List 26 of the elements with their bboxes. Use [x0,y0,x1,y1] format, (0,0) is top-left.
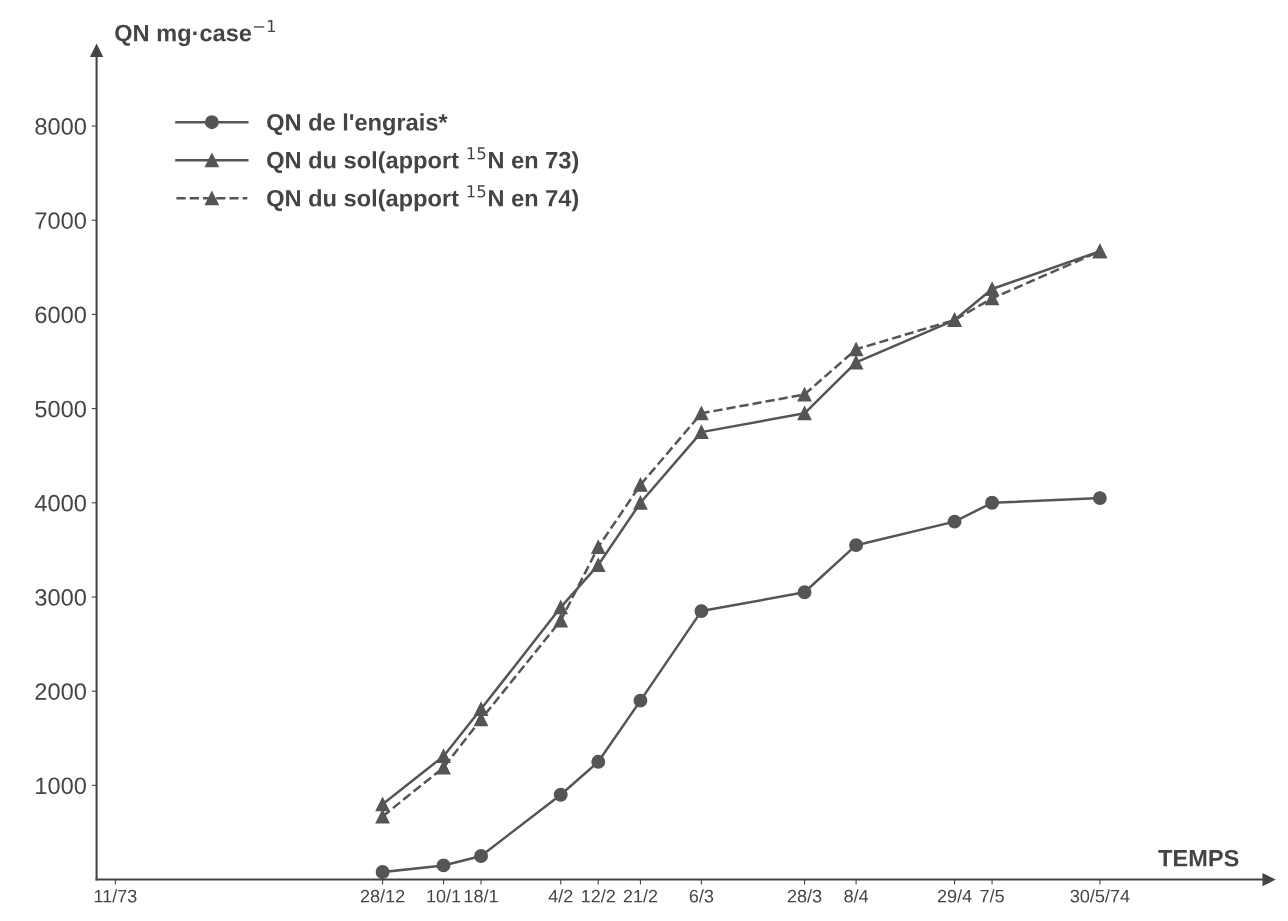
x-tick-label: 10/1 [427,889,461,903]
x-tick-label: 6/3 [689,889,714,903]
x-tick-label: 11/73 [94,889,137,903]
y-tick-label: 1000 [36,777,86,795]
x-tick-label: 4/2 [548,889,573,903]
y-tick-label: 6000 [35,306,86,324]
x-tick-label: 29/4 [937,889,972,903]
y-tick-label: 5000 [35,400,86,418]
y-tick-label: 2000 [35,683,86,700]
x-tick-label: 28/3 [787,889,822,903]
x-tick-label: 18/1 [464,889,498,903]
x-tick-label: 12/2 [582,889,615,903]
y-tick-label: 3000 [35,589,86,606]
y-tick-label: 7000 [35,212,86,229]
y-axis-title: QN mg·case$^{−1}$ [115,20,276,47]
x-tick-label: 28/12 [360,889,405,903]
y-tick-label: 8000 [35,118,86,135]
y-tick-label: 4000 [34,494,86,512]
legend-label: QN de l'engrais* [267,113,448,136]
legend-label: QN du sol(apport $^{15}$N en 73) [267,147,579,174]
x-axis-title: TEMPS [1158,849,1239,867]
legend-label: QN du sol(apport $^{15}$N en 74) [267,185,579,212]
x-tick-label: 30/5/74 [1070,889,1130,903]
x-tick-label: 21/2 [623,889,658,903]
x-tick-label: 8/4 [844,889,869,903]
x-tick-label: 7/5 [980,889,1004,903]
